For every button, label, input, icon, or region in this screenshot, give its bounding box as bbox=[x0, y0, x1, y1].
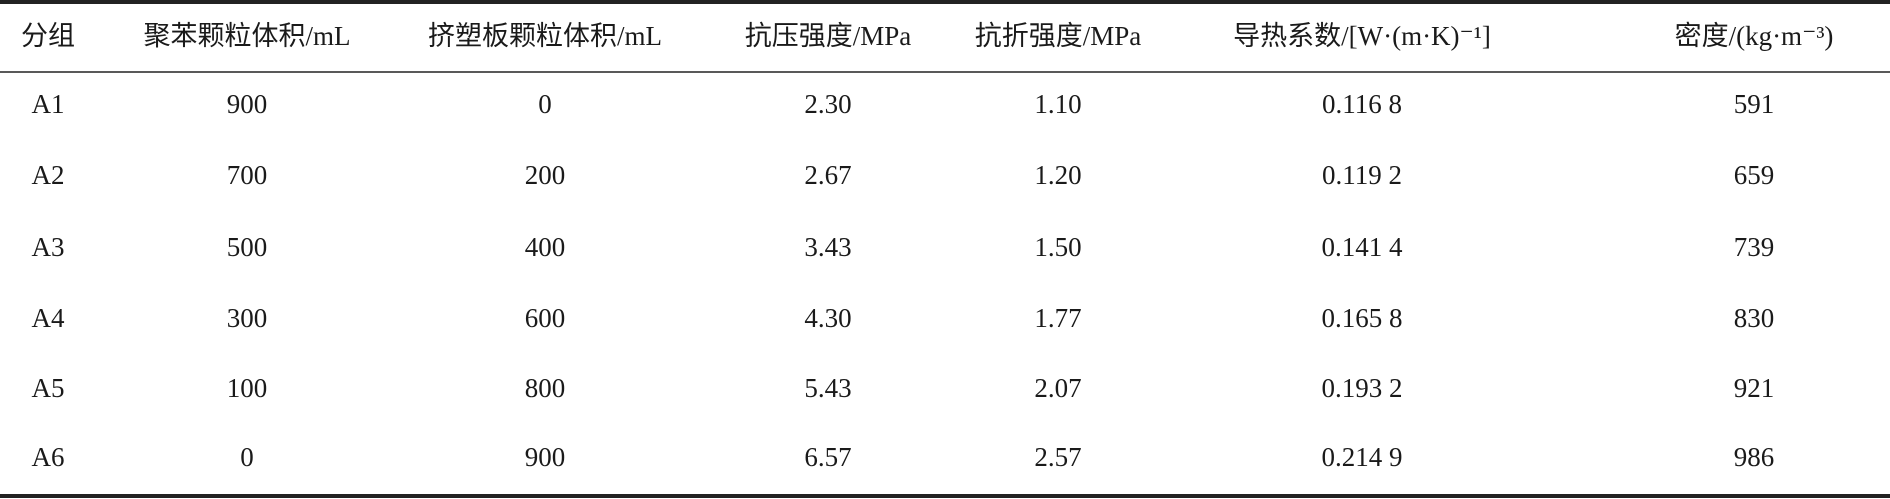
header-cell: 抗折强度/MPa bbox=[975, 21, 1142, 51]
cell: 1.20 bbox=[1034, 160, 1081, 190]
cell: 1.77 bbox=[1034, 303, 1081, 333]
cell: 830 bbox=[1734, 303, 1775, 333]
cell: 1.10 bbox=[1034, 89, 1081, 119]
cell: 900 bbox=[525, 442, 566, 472]
header-cell: 聚苯颗粒体积/mL bbox=[144, 21, 351, 51]
cell: A1 bbox=[32, 89, 65, 119]
cell: 986 bbox=[1734, 442, 1775, 472]
cell: 2.30 bbox=[804, 89, 851, 119]
cell: 921 bbox=[1734, 373, 1775, 403]
cell: A2 bbox=[32, 160, 65, 190]
cell: 900 bbox=[227, 89, 268, 119]
cell: 300 bbox=[227, 303, 268, 333]
cell: 700 bbox=[227, 160, 268, 190]
cell: A3 bbox=[32, 232, 65, 262]
cell: 400 bbox=[525, 232, 566, 262]
cell: 0.165 8 bbox=[1322, 303, 1403, 333]
cell: 0.119 2 bbox=[1322, 160, 1402, 190]
cell: 2.67 bbox=[804, 160, 851, 190]
cell: 200 bbox=[525, 160, 566, 190]
header-cell: 密度/(kg·m⁻³) bbox=[1675, 21, 1834, 51]
cell: 4.30 bbox=[804, 303, 851, 333]
cell: 0.116 8 bbox=[1322, 89, 1402, 119]
cell: 0 bbox=[240, 442, 254, 472]
cell: 0.193 2 bbox=[1322, 373, 1403, 403]
cell: 659 bbox=[1734, 160, 1775, 190]
header-cell: 抗压强度/MPa bbox=[745, 21, 912, 51]
cell: A5 bbox=[32, 373, 65, 403]
cell: 2.57 bbox=[1034, 442, 1081, 472]
cell: 5.43 bbox=[804, 373, 851, 403]
cell: 591 bbox=[1734, 89, 1775, 119]
cell: 1.50 bbox=[1034, 232, 1081, 262]
cell: A6 bbox=[32, 442, 65, 472]
header-cell: 分组 bbox=[21, 21, 75, 51]
cell: 6.57 bbox=[804, 442, 851, 472]
cell: 100 bbox=[227, 373, 268, 403]
header-cell: 挤塑板颗粒体积/mL bbox=[428, 21, 662, 51]
cell: 500 bbox=[227, 232, 268, 262]
cell: 800 bbox=[525, 373, 566, 403]
cell: 0.214 9 bbox=[1322, 442, 1403, 472]
cell: 2.07 bbox=[1034, 373, 1081, 403]
cell: 0.141 4 bbox=[1322, 232, 1404, 262]
cell: 739 bbox=[1734, 232, 1775, 262]
cell: 0 bbox=[538, 89, 552, 119]
cell: 3.43 bbox=[804, 232, 851, 262]
cell: 600 bbox=[525, 303, 566, 333]
cell: A4 bbox=[32, 303, 65, 333]
header-cell: 导热系数/[W·(m·K)⁻¹] bbox=[1233, 21, 1491, 51]
